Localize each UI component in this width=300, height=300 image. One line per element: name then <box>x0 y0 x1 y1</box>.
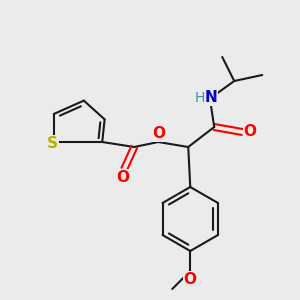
Text: N: N <box>205 91 217 106</box>
Text: H: H <box>195 91 206 105</box>
Text: O: O <box>244 124 257 140</box>
Text: O: O <box>153 127 166 142</box>
Text: S: S <box>47 136 58 151</box>
Text: O: O <box>184 272 197 286</box>
Text: O: O <box>117 169 130 184</box>
